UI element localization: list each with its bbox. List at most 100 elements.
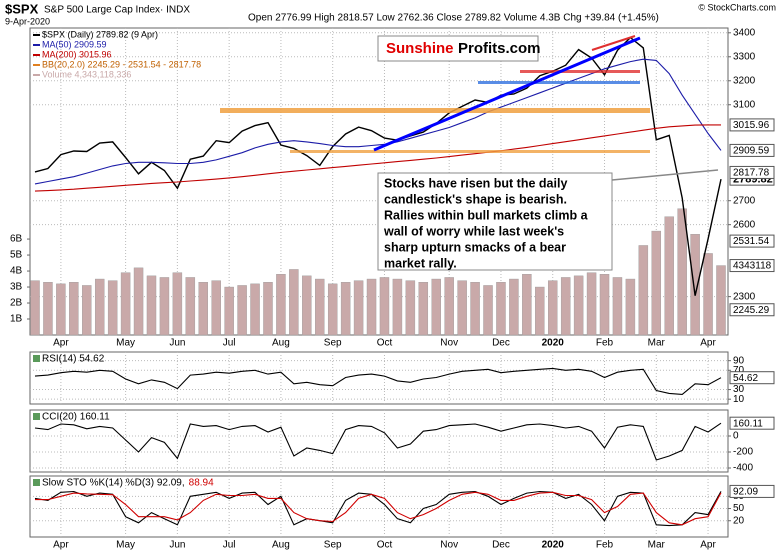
- volume-bar: [651, 230, 662, 336]
- x-tick-label: Apr: [700, 338, 716, 349]
- volume-bar: [94, 278, 105, 336]
- value-box-label: 92.09: [733, 487, 758, 498]
- legend-swatch: [33, 479, 40, 486]
- y-tick-label: 50: [733, 503, 745, 514]
- x-tick-label: Jul: [223, 540, 236, 551]
- date: 9-Apr-2020: [5, 16, 50, 26]
- value-box-frame: [729, 303, 775, 317]
- y-tick-label: -200: [733, 447, 753, 458]
- volume-bar: [638, 245, 649, 336]
- value-box-label: 2531.54: [733, 236, 770, 247]
- series-line: [35, 491, 722, 526]
- value-box: 2531.54: [729, 234, 775, 248]
- volume-bar: [664, 216, 674, 336]
- panels: 3400 3300 3200 3100 2700 2600 2300 1B 2B 3B 4B 5B 6B…: [10, 27, 775, 551]
- x-tick-label: Jul: [223, 338, 236, 349]
- volume-bar: [82, 285, 92, 336]
- value-box-frame: [729, 118, 775, 132]
- value-box-frame: [729, 165, 775, 179]
- x-tick-label: Sep: [324, 540, 342, 551]
- volume-bar: [172, 272, 183, 336]
- x-tick-label: Apr: [700, 540, 716, 551]
- volume-bar: [340, 282, 351, 336]
- volume-bar: [133, 267, 144, 336]
- y-tick-label: 3400: [733, 27, 756, 38]
- volume-bar: [211, 280, 221, 336]
- value-box-label: 3015.96: [733, 120, 770, 131]
- annotation-pointer: [611, 169, 719, 181]
- x-tick-label: Jun: [169, 338, 185, 349]
- x-tick-label: Mar: [648, 338, 666, 349]
- quote: Open 2776.99 High 2818.57 Low 2762.36 Cl…: [248, 13, 659, 24]
- volume-bar: [30, 280, 40, 336]
- volume-bar: [522, 274, 532, 336]
- volume-bar: [418, 282, 429, 336]
- volume-bar: [599, 274, 610, 336]
- volume-bar: [69, 282, 79, 336]
- watermark-b: Profits.com: [458, 40, 541, 57]
- value-box-frame: [729, 234, 775, 248]
- legend-entry: $SPX (Daily) 2789.82 (9 Apr): [42, 29, 158, 39]
- y-tick-label: 3200: [733, 75, 756, 86]
- annotation-line: sharp upturn smacks of a bear: [384, 240, 566, 254]
- y-tick-label: 0: [733, 431, 739, 442]
- value-box-frame: [729, 484, 775, 498]
- volume-bar: [470, 282, 480, 336]
- y-tick-label: 90: [733, 355, 745, 366]
- x-tick-label: Aug: [272, 540, 290, 551]
- volume-bar: [535, 286, 545, 336]
- volume-bar: [405, 280, 416, 336]
- volume-bar: [431, 278, 441, 336]
- volume-bar: [548, 280, 558, 336]
- volume-bar: [302, 275, 312, 336]
- y-tick-label: 2600: [733, 219, 756, 230]
- y-tick-label: 70: [733, 365, 745, 376]
- volume-bar: [677, 208, 687, 336]
- volume-bar: [107, 280, 118, 336]
- red-zone: [520, 70, 640, 73]
- volume-bar: [703, 253, 713, 336]
- x-tick-label: May: [116, 338, 135, 349]
- value-box: 2245.29: [729, 303, 775, 317]
- volume-bar: [457, 280, 467, 336]
- volume-bar: [327, 283, 338, 336]
- y-tick-label: 3300: [733, 51, 756, 62]
- trend-line-red: [591, 35, 636, 51]
- resistance-zone: [220, 108, 650, 113]
- annotation-line: market rally.: [384, 256, 457, 270]
- volume-bar: [509, 278, 519, 336]
- x-tick-label: 2020: [542, 540, 565, 551]
- annotation-box: [377, 172, 613, 271]
- annotation-line: Rallies within bull markets climb a: [384, 208, 589, 222]
- volume-bar: [392, 278, 403, 336]
- volume-bar: [315, 278, 325, 336]
- value-box-label: 2909.59: [733, 146, 770, 157]
- indicator-legend: RSI(14) 54.62: [42, 354, 105, 365]
- annotation-line: candlestick's shape is bearish.: [384, 192, 567, 206]
- panel-frame: [29, 409, 729, 473]
- panel-content: 0 -200 -400 CCI(20) 160.11: [30, 410, 753, 474]
- volume-bar: [250, 283, 260, 336]
- copyright: © StockCharts.com: [698, 2, 776, 12]
- legend-entry: Volume 4,343,118,336: [42, 69, 131, 79]
- volume-bar: [120, 272, 131, 336]
- value-box: 2817.78: [729, 165, 775, 179]
- x-tick-label: Mar: [648, 540, 666, 551]
- y-tick-label: 10: [733, 394, 745, 405]
- support-zone: [290, 150, 650, 153]
- volume-bar: [716, 265, 726, 336]
- volume-bar: [353, 280, 364, 336]
- volume-bar: [366, 278, 377, 336]
- panel-content: 805020Slow STO %K(14) %D(3) 92.09,88.94: [30, 476, 745, 537]
- volume-bar: [586, 272, 597, 336]
- value-box-label: 54.62: [733, 373, 758, 384]
- x-tick-label: Feb: [596, 540, 614, 551]
- y2-tick-label: 3B: [10, 282, 23, 293]
- y2-tick-label: 1B: [10, 314, 23, 325]
- volume-bar: [496, 282, 506, 336]
- trend-line: [373, 36, 641, 152]
- x-tick-label: Apr: [53, 338, 69, 349]
- volume-bar: [185, 277, 196, 336]
- volume-bar: [289, 269, 299, 336]
